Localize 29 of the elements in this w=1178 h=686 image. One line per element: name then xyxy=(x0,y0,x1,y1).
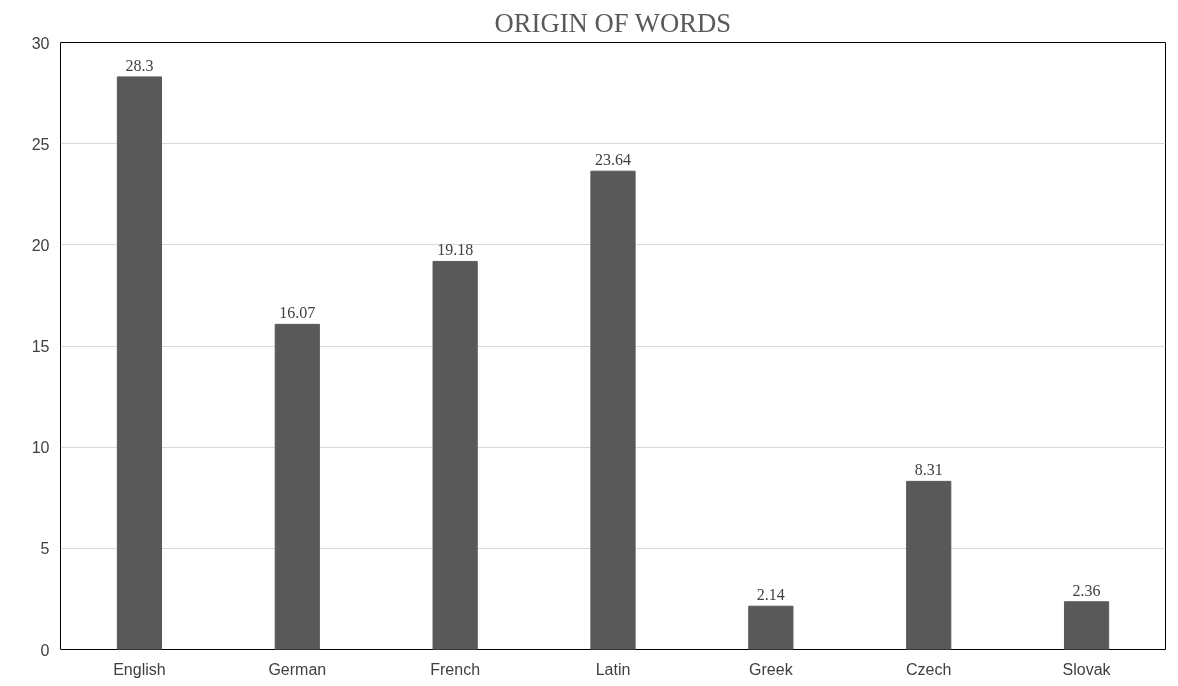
bar xyxy=(906,480,952,650)
bar xyxy=(590,170,636,650)
data-label: 19.18 xyxy=(437,241,474,259)
x-tick-label: Czech xyxy=(906,660,952,678)
y-tick-label: 15 xyxy=(31,338,50,355)
y-tick-label: 10 xyxy=(31,439,50,457)
y-tick-label: 30 xyxy=(31,34,50,52)
bar xyxy=(274,323,320,650)
data-label: 28.3 xyxy=(125,56,154,74)
x-tick-label: Slovak xyxy=(1062,660,1112,678)
x-tick-label: French xyxy=(430,660,481,678)
x-tick-label: Latin xyxy=(595,660,631,678)
x-tick-label: English xyxy=(113,660,166,678)
bar xyxy=(1063,601,1110,650)
bar xyxy=(432,260,478,650)
bar xyxy=(748,605,794,650)
y-tick-label: 0 xyxy=(40,641,50,659)
data-label: 8.31 xyxy=(914,461,943,479)
y-tick-label: 20 xyxy=(31,236,50,254)
bar xyxy=(116,76,163,650)
data-label: 2.36 xyxy=(1072,581,1101,599)
data-label: 2.14 xyxy=(756,586,785,604)
y-tick-label: 25 xyxy=(31,135,50,153)
y-tick-label: 5 xyxy=(40,540,50,558)
chart-title: ORIGIN OF WORDS xyxy=(494,7,732,38)
x-tick-label: Greek xyxy=(749,660,794,678)
data-label: 23.64 xyxy=(595,151,631,169)
x-tick-label: German xyxy=(268,660,327,678)
data-label: 16.07 xyxy=(279,304,316,322)
